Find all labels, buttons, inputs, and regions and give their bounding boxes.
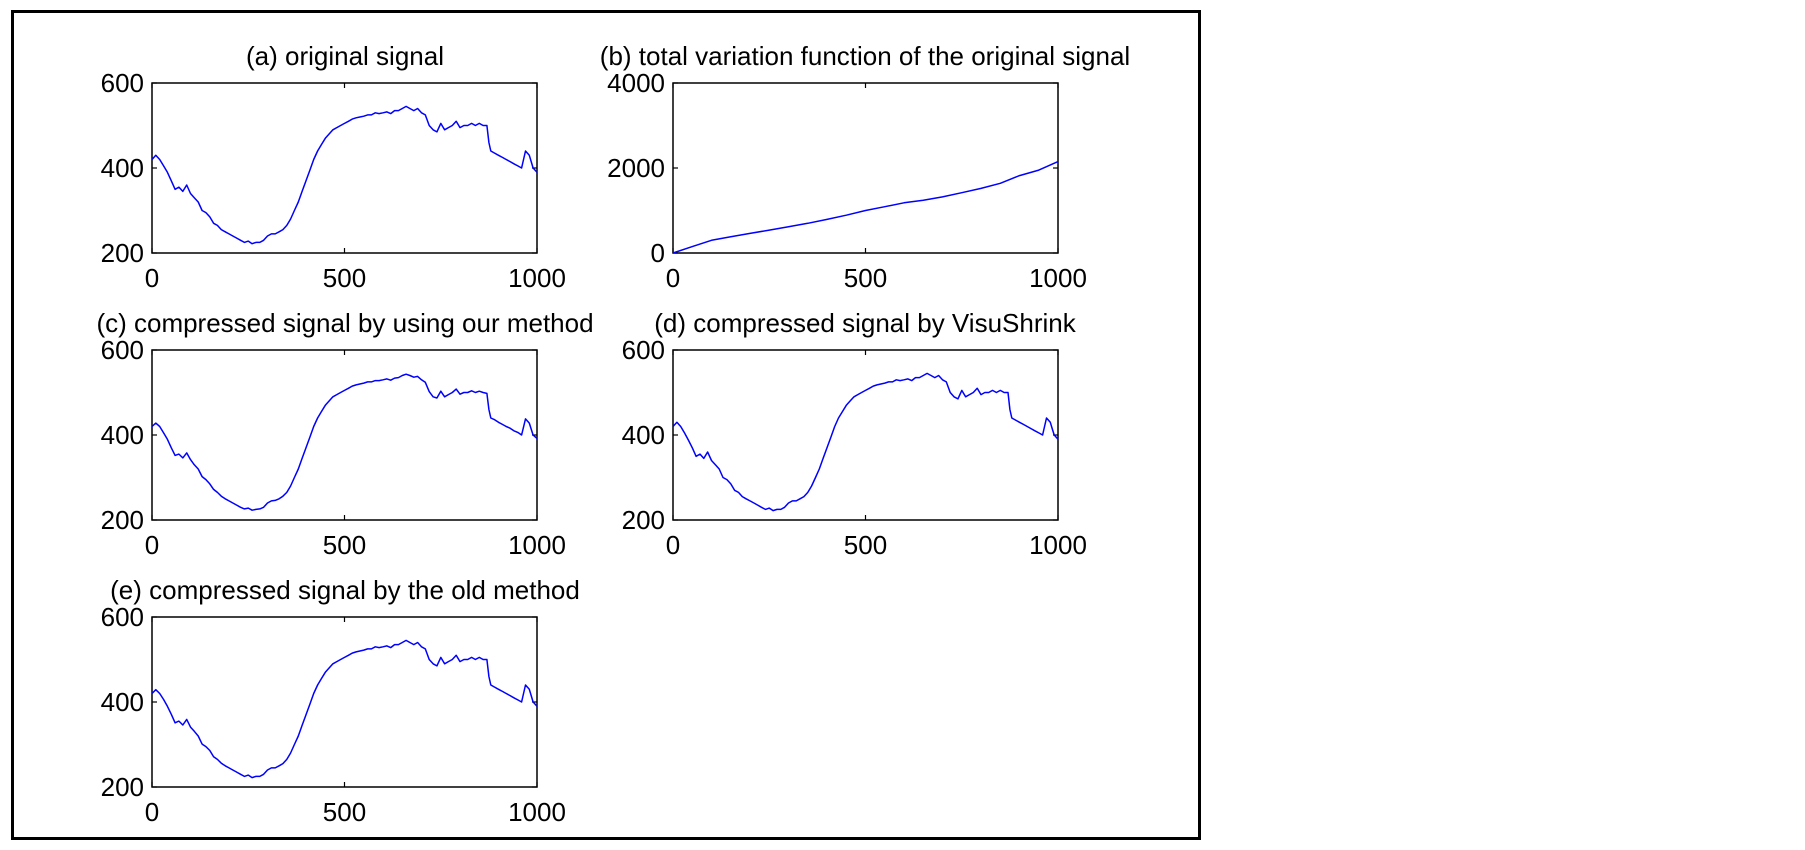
axes-box-d xyxy=(672,349,1059,521)
y-tick-label-b-0: 0 xyxy=(651,238,665,268)
subplot-title-d: (d) compressed signal by VisuShrink xyxy=(654,308,1076,338)
y-tick-label-a-1: 400 xyxy=(101,153,144,183)
x-tick-label-e-2: 1000 xyxy=(508,797,566,827)
x-tick-label-e-0: 0 xyxy=(145,797,159,827)
x-tick-label-d-2: 1000 xyxy=(1029,530,1087,560)
series-line-c-0 xyxy=(151,373,538,511)
y-tick-label-d-2: 600 xyxy=(622,335,665,365)
series-line-d-0 xyxy=(672,372,1059,512)
y-tick-label-d-0: 200 xyxy=(622,505,665,535)
y-tick-label-c-2: 600 xyxy=(101,335,144,365)
x-tick-label-e-1: 500 xyxy=(323,797,366,827)
y-tick-label-c-1: 400 xyxy=(101,420,144,450)
subplot-a: (a) original signal 0 500 1000 200 400 600 xyxy=(101,41,566,293)
subplot-title-b: (b) total variation function of the orig… xyxy=(600,41,1130,71)
x-tick-label-c-2: 1000 xyxy=(508,530,566,560)
series-line-b-0 xyxy=(672,160,1059,254)
x-tick-label-c-0: 0 xyxy=(145,530,159,560)
x-tick-label-a-2: 1000 xyxy=(508,263,566,293)
subplot-title-a: (a) original signal xyxy=(246,41,444,71)
axes-box-a xyxy=(151,82,538,254)
figure-frame xyxy=(11,10,1201,840)
series-line-a-0 xyxy=(151,105,538,245)
subplot-e: (e) compressed signal by the old method 0… xyxy=(101,575,580,827)
x-tick-label-a-0: 0 xyxy=(145,263,159,293)
y-tick-label-b-1: 2000 xyxy=(607,153,665,183)
x-tick-label-d-1: 500 xyxy=(844,530,887,560)
x-tick-label-c-1: 500 xyxy=(323,530,366,560)
y-tick-label-e-2: 600 xyxy=(101,602,144,632)
series-line-e-0 xyxy=(151,639,538,779)
subplot-d: (d) compressed signal by VisuShrink 0 500 1… xyxy=(622,308,1087,560)
axes-box-e xyxy=(151,616,538,788)
x-tick-label-a-1: 500 xyxy=(323,263,366,293)
axes-box-b xyxy=(672,82,1059,254)
x-tick-label-d-0: 0 xyxy=(666,530,680,560)
x-tick-label-b-2: 1000 xyxy=(1029,263,1087,293)
subplot-c: (c) compressed signal by using our metho… xyxy=(96,308,593,560)
subplot-b: (b) total variation function of the orig… xyxy=(600,41,1130,293)
y-tick-label-b-2: 4000 xyxy=(607,68,665,98)
y-tick-label-a-0: 200 xyxy=(101,238,144,268)
y-tick-label-e-1: 400 xyxy=(101,687,144,717)
axes-box-c xyxy=(151,349,538,521)
y-tick-label-d-1: 400 xyxy=(622,420,665,450)
x-tick-label-b-1: 500 xyxy=(844,263,887,293)
subplot-title-c: (c) compressed signal by using our metho… xyxy=(96,308,593,338)
y-tick-label-a-2: 600 xyxy=(101,68,144,98)
y-tick-label-c-0: 200 xyxy=(101,505,144,535)
y-tick-label-e-0: 200 xyxy=(101,772,144,802)
x-tick-label-b-0: 0 xyxy=(666,263,680,293)
subplot-title-e: (e) compressed signal by the old method xyxy=(110,575,580,605)
